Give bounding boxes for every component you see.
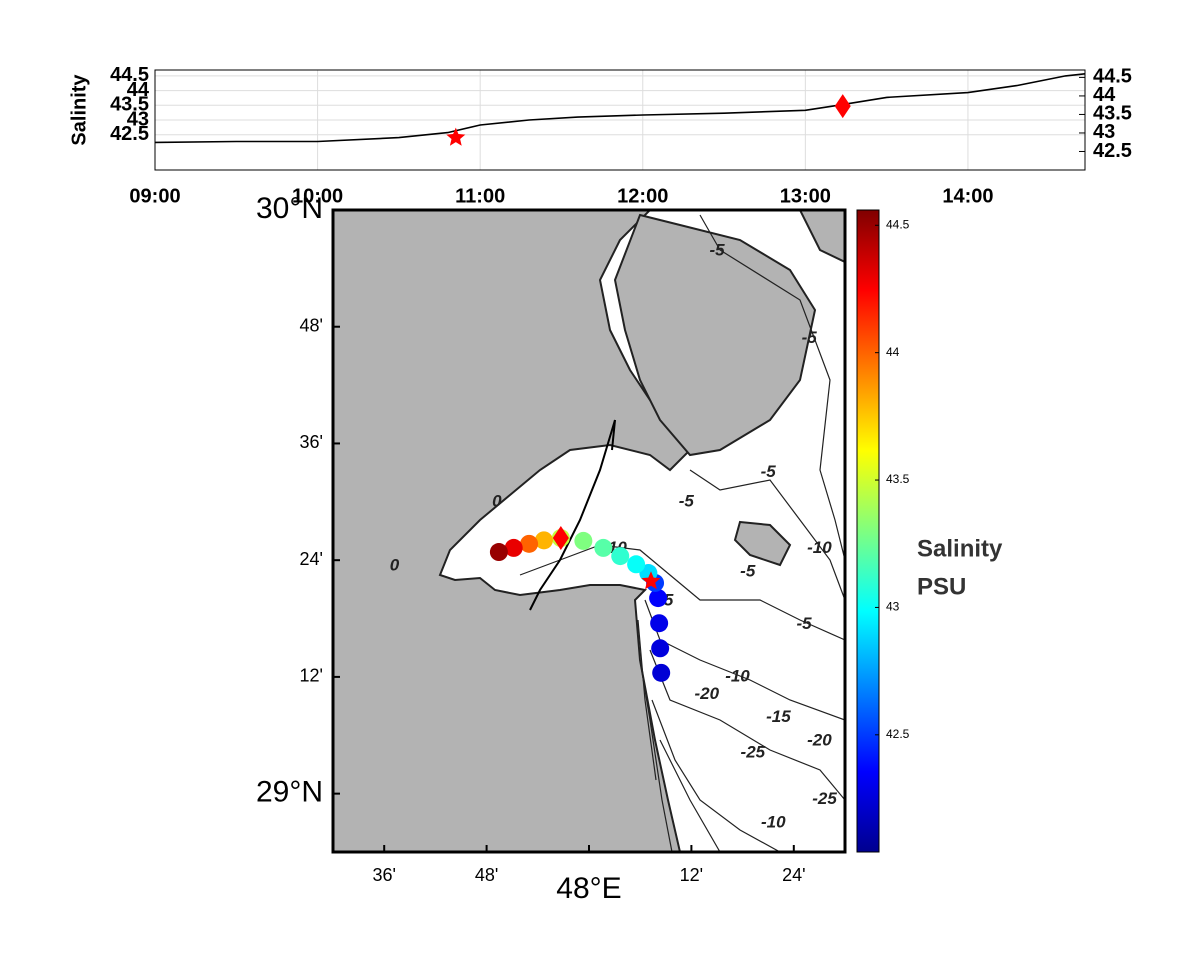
map-base [333,210,845,852]
x-tick-label: 11:00 [455,185,505,207]
contour-label: 0 [492,491,502,510]
track-point [627,555,646,574]
y-tick-label: 29°N [256,776,323,809]
y2-tick-label: 44 [1093,84,1116,106]
colorbar-tick-label: 43.5 [886,472,910,486]
colorbar-tick-label: 44.5 [886,217,910,231]
contour-label: -10 [807,538,832,557]
contour-label: -5 [796,614,812,633]
x-tick-label: 36' [372,865,395,885]
track-point [574,531,593,550]
y2-tick-label: 43 [1093,121,1115,143]
track-point [489,543,508,562]
colorbar-tick-label: 44 [886,345,900,359]
y-tick-label: 43 [127,108,149,130]
y-tick-label: 12' [300,666,323,686]
y-tick-label: 44 [127,79,150,101]
contour-label: -20 [694,684,719,703]
contour-label: -5 [761,462,777,481]
salinity-line [154,73,1086,144]
track-point [649,589,668,608]
track-point [611,547,630,566]
colorbar-tick-label: 43 [886,600,900,614]
y-tick-label: 24' [300,549,323,569]
x-tick-label: 48°E [556,872,621,905]
contour-label: 0 [390,556,400,575]
y-tick-label: 42.5 [110,123,149,145]
y-tick-label: 30°N [256,192,323,225]
y-tick-label: 36' [300,432,323,452]
y-tick-label: 48' [300,315,323,335]
contour-label: -10 [725,666,750,685]
y2-tick-label: 43.5 [1093,103,1132,125]
x-tick-label: 12:00 [617,185,668,207]
contour-label: -5 [740,561,756,580]
track-point [650,614,669,633]
contour-label: -20 [807,731,832,750]
contour-label: -15 [766,707,791,726]
y-tick-label: 43.5 [110,94,149,116]
star-marker [641,571,661,590]
contour-label: -25 [741,742,766,761]
colorbar [856,209,880,853]
x-tick-label: 09:00 [129,185,180,207]
colorbar-tick-label: 42.5 [886,727,910,741]
track-point [594,538,613,557]
track-point [534,531,553,550]
y2-tick-label: 42.5 [1093,140,1132,162]
y-axis-label: Salinity [68,74,90,146]
x-tick-label: 14:00 [942,185,993,207]
contour-label: -25 [812,789,837,808]
track-point [504,538,523,557]
x-tick-label: 13:00 [780,185,831,207]
x-tick-label: 12' [680,865,703,885]
star-marker [446,127,466,146]
colorbar-label: Salinity [917,535,1003,562]
y2-tick-label: 44.5 [1093,66,1132,88]
x-tick-label: 24' [782,865,805,885]
track-point [651,639,670,658]
contour-label: -5 [802,328,818,347]
colorbar-label: PSU [917,573,966,600]
diamond-marker [552,526,569,551]
contour-label: -5 [709,240,725,259]
x-tick-label: 10:00 [292,185,343,207]
track-point [652,663,671,682]
contour-label: -5 [679,491,695,510]
track-point [520,534,539,553]
contour-label: -10 [761,812,786,831]
x-tick-label: 48' [475,865,498,885]
diamond-marker [834,94,851,119]
y-tick-label: 44.5 [110,64,149,86]
plot-frame [154,69,1086,171]
